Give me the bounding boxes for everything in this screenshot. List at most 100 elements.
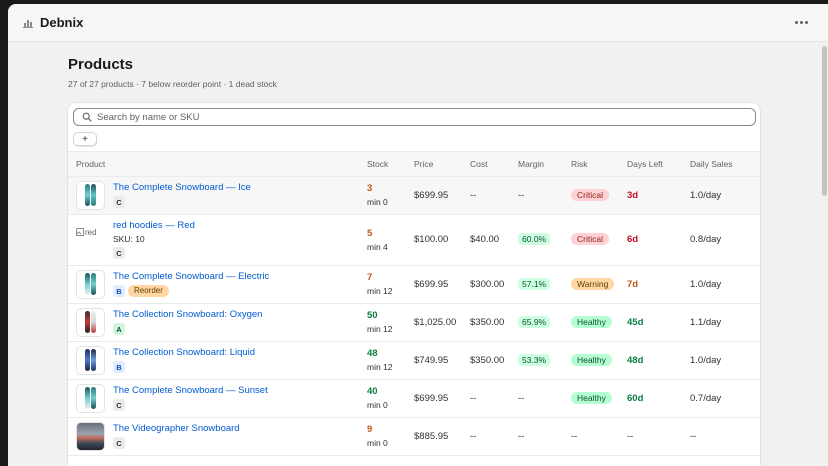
header-price[interactable]: Price xyxy=(406,152,462,177)
scrollbar-thumb[interactable] xyxy=(822,46,827,196)
grade-badge: B xyxy=(113,285,125,297)
product-name-link[interactable]: The Complete Snowboard — Electric xyxy=(113,271,270,282)
header-stock[interactable]: Stock xyxy=(359,152,406,177)
header-days-left[interactable]: Days Left xyxy=(619,152,682,177)
daily-sales: 0.8/day xyxy=(682,214,760,266)
app-title: Debnix xyxy=(40,15,84,30)
margin-cell: -- xyxy=(510,417,563,456)
risk-badge: Warning xyxy=(571,277,615,290)
daily-sales: 0.7/day xyxy=(682,379,760,418)
products-card: + Product Stock Price Cost Margin Risk D… xyxy=(68,103,760,466)
product-name-link[interactable]: The Collection Snowboard: Oxygen xyxy=(113,309,263,320)
product-name-link[interactable]: The Videographer Snowboard xyxy=(113,423,240,434)
filter-row: + xyxy=(68,126,760,152)
risk-badge: Healthy xyxy=(571,391,612,404)
product-photo xyxy=(76,421,105,451)
header-product[interactable]: Product xyxy=(68,152,359,177)
risk-cell: -- xyxy=(563,417,619,456)
snowboard-icon xyxy=(76,307,105,337)
days-left: 60d xyxy=(627,392,644,404)
product-name-link[interactable]: The Complete Snowboard — Ice xyxy=(113,182,251,193)
more-horizontal-icon[interactable] xyxy=(795,21,808,24)
reorder-badge: Reorder xyxy=(128,285,169,297)
days-left: 45d xyxy=(627,316,644,328)
products-table: Product Stock Price Cost Margin Risk Day… xyxy=(68,152,760,456)
stock-min: min 12 xyxy=(367,324,393,334)
stock-value: 9 xyxy=(367,424,373,435)
header-risk[interactable]: Risk xyxy=(563,152,619,177)
snowboard-icon xyxy=(76,269,105,299)
margin-badge: 57.1% xyxy=(518,277,551,290)
app-window: Debnix Products 27 of 27 products · 7 be… xyxy=(8,4,828,466)
stock-min: min 4 xyxy=(367,241,388,252)
broken-image-icon: red xyxy=(76,225,105,254)
grade-badge: A xyxy=(113,323,125,335)
table-row[interactable]: The Complete Snowboard — Sunset C 40 min … xyxy=(68,379,760,418)
stock-min: min 0 xyxy=(367,197,388,207)
cost-cell: -- xyxy=(462,379,510,418)
risk-badge: Critical xyxy=(571,233,609,245)
margin-cell: -- xyxy=(510,379,563,418)
table-row[interactable]: The Complete Snowboard — Ice C 3 min 0 $6… xyxy=(68,176,760,215)
table-row[interactable]: The Complete Snowboard — Electric B Reord… xyxy=(68,265,760,304)
table-row[interactable]: The Collection Snowboard: Liquid B 48 min… xyxy=(68,341,760,380)
snowboard-icon xyxy=(76,383,105,413)
cost-cell: $40.00 xyxy=(462,214,510,266)
product-name-link[interactable]: The Collection Snowboard: Liquid xyxy=(113,347,256,358)
price-cell: $699.95 xyxy=(406,379,462,418)
price-cell: $100.00 xyxy=(406,214,462,266)
stock-value: 50 xyxy=(367,310,378,321)
table-header-row: Product Stock Price Cost Margin Risk Day… xyxy=(68,152,760,177)
search-icon xyxy=(82,112,92,122)
days-left: 6d xyxy=(627,234,639,245)
title-bar: Debnix xyxy=(8,4,828,42)
app-logo-icon xyxy=(22,17,34,29)
table-row[interactable]: The Collection Snowboard: Oxygen A 50 min… xyxy=(68,303,760,342)
header-margin[interactable]: Margin xyxy=(510,152,563,177)
price-cell: $699.95 xyxy=(406,176,462,215)
price-cell: $885.95 xyxy=(406,417,462,456)
margin-badge: 65.9% xyxy=(518,315,551,328)
daily-sales: -- xyxy=(682,417,760,456)
stock-value: 48 xyxy=(367,348,378,359)
price-cell: $1,025.00 xyxy=(406,303,462,342)
grade-badge: C xyxy=(113,247,125,259)
page-title: Products xyxy=(68,56,134,73)
days-left: 3d xyxy=(627,189,639,201)
product-name-link[interactable]: red hoodies — Red xyxy=(113,220,195,231)
days-left: -- xyxy=(619,417,682,456)
image-alt-text: red xyxy=(85,228,97,237)
search-input[interactable] xyxy=(97,111,747,123)
table-row[interactable]: The Videographer Snowboard C 9 min 0 $885… xyxy=(68,417,760,456)
daily-sales: 1.0/day xyxy=(682,341,760,380)
price-cell: $749.95 xyxy=(406,341,462,380)
cost-cell: -- xyxy=(462,176,510,215)
daily-sales: 1.0/day xyxy=(682,176,760,215)
stock-value: 7 xyxy=(367,272,373,283)
add-filter-button[interactable]: + xyxy=(73,132,97,146)
search-box[interactable] xyxy=(73,108,756,126)
table-row[interactable]: red red hoodies — Red SKU: 10 C 5 min 4 $… xyxy=(68,214,760,266)
daily-sales: 1.1/day xyxy=(682,303,760,342)
snowboard-icon xyxy=(76,180,105,210)
grade-badge: C xyxy=(113,437,125,449)
stock-value: 5 xyxy=(367,227,373,239)
margin-cell: -- xyxy=(510,176,563,215)
risk-badge: Healthy xyxy=(571,353,612,366)
risk-badge: Healthy xyxy=(571,315,612,328)
search-container xyxy=(68,103,760,126)
stock-min: min 12 xyxy=(367,362,393,372)
grade-badge: C xyxy=(113,399,125,411)
product-name-link[interactable]: The Complete Snowboard — Sunset xyxy=(113,385,268,396)
stock-value: 3 xyxy=(367,183,373,194)
days-left: 48d xyxy=(627,354,644,366)
margin-badge: 60.0% xyxy=(518,233,551,245)
margin-badge: 53.3% xyxy=(518,353,551,366)
product-sku: SKU: 10 xyxy=(113,234,145,244)
header-daily-sales[interactable]: Daily Sales xyxy=(682,152,760,177)
header-cost[interactable]: Cost xyxy=(462,152,510,177)
cost-cell: $350.00 xyxy=(462,341,510,380)
daily-sales: 1.0/day xyxy=(682,265,760,304)
stock-min: min 0 xyxy=(367,438,388,448)
page-scrollbar[interactable] xyxy=(820,42,828,466)
